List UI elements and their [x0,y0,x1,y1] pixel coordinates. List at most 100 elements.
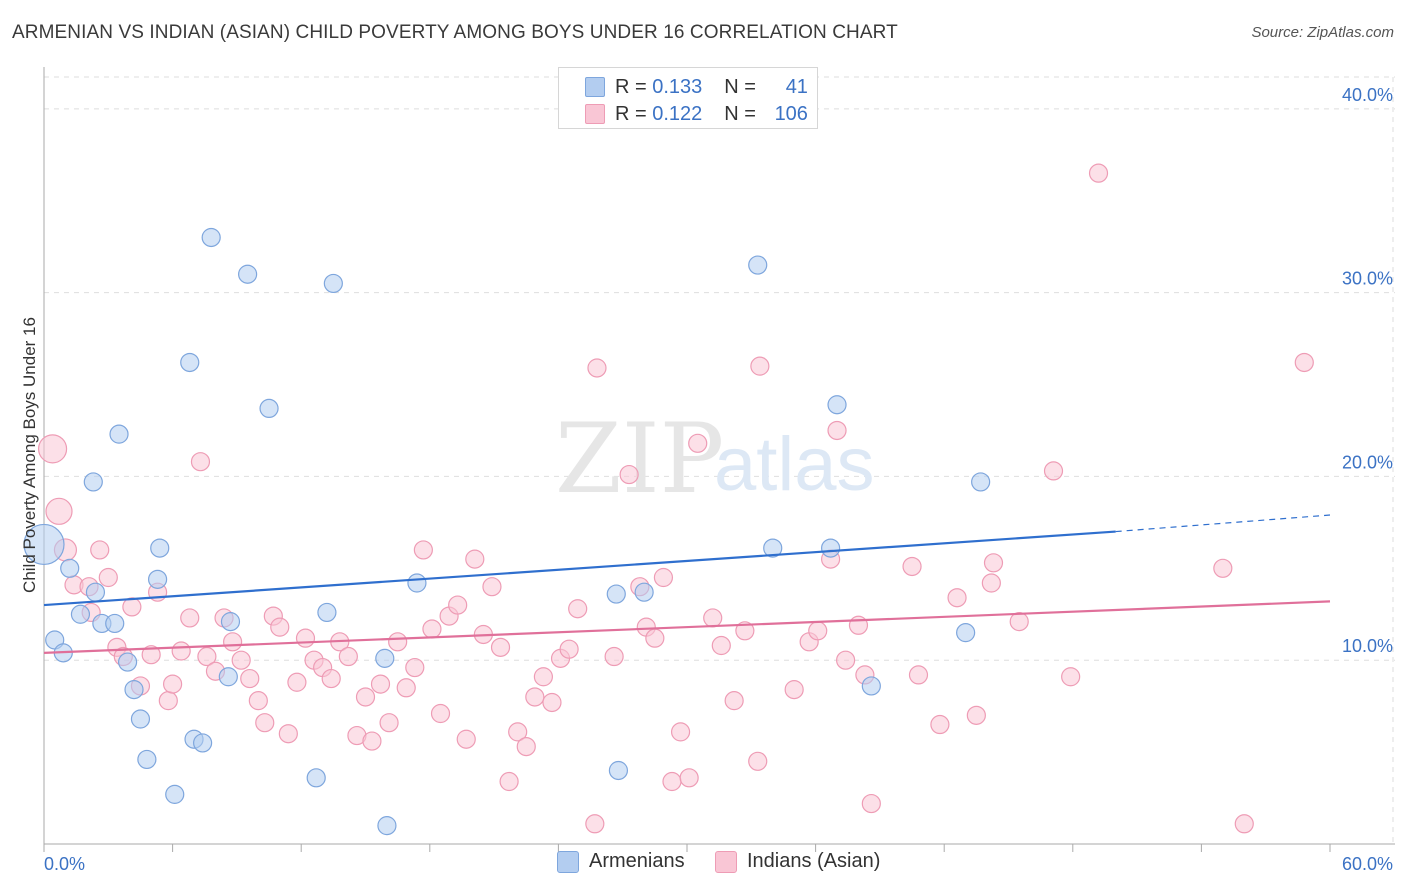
armenians-point [606,584,626,604]
indians-asian-point [902,556,922,577]
indians-asian-point [223,632,243,652]
legend-swatch-indians [585,104,605,124]
indians-asian-point [490,637,511,657]
armenians-point [105,613,125,634]
indians-asian-point [784,680,804,700]
indians-asian-point [688,433,708,453]
indians-asian-point [568,599,588,619]
indians-asian-point [255,713,275,733]
indians-asian-point [122,597,142,617]
armenians-point [130,709,151,729]
indians-asian-point [585,814,605,834]
indians-asian-point [287,672,307,692]
indians-asian-point [180,608,200,628]
indians-asian-point [703,608,723,628]
armenians-point [218,667,238,687]
grid-lines [44,76,1395,844]
indians-asian-point [396,678,416,698]
legend-swatch-armenians [557,850,579,873]
y-axis-label: Child Poverty Among Boys Under 16 [20,317,39,593]
indians-asian-point [90,540,110,560]
x-tick-label: 60.0% [1342,854,1393,874]
indians-asian-point [653,567,674,588]
indians-asian-point [278,724,298,744]
indians-asian-point [248,691,268,711]
indians-asian-point [748,751,768,771]
source-label: Source: ZipAtlas.com [1251,24,1394,41]
watermark-atlas: atlas [714,422,875,507]
indians-asian-trend-line [43,600,1331,654]
indians-asian-point [619,464,639,485]
indians-asian-point [379,713,399,733]
legend-swatch-indians [715,850,737,873]
legend-r-value: 0.122 [652,102,703,125]
armenians-point [150,538,170,558]
indians-asian-point [808,621,828,641]
y-tick-label: 30.0% [1342,269,1393,289]
armenians-point [220,612,241,632]
tick-labels: 10.0% 20.0% 30.0% 40.0% 0.0% 60.0% [44,85,1393,874]
armenians-point [306,768,326,788]
armenians-point [634,582,654,602]
indians-asian-point [559,639,579,659]
indians-asian-point [405,657,425,678]
armenians-point [137,749,157,770]
armenians-point [827,395,847,415]
armenians-point [70,604,91,624]
armenians-point [147,569,168,589]
x-tick-label: 0.0% [44,854,85,874]
indians-asian-point [724,691,744,711]
indians-asian-point [240,668,260,689]
series-legend: Armenians Indians (Asian) [0,850,1406,880]
legend-swatch-armenians [585,77,605,97]
legend-label-indians: Indians (Asian) [747,850,881,872]
indians-asian-point [947,588,967,608]
armenians-point [124,680,144,700]
indians-asian-point [645,628,665,648]
indians-asian-point [197,646,217,667]
armenians-point [407,573,427,593]
indians-asian-point [422,619,442,639]
indians-asian-point [587,358,607,378]
armenians-point [861,676,881,696]
armenians-point [238,264,258,284]
legend-item-armenians: Armenians [557,850,685,873]
y-tick-label: 40.0% [1342,85,1393,105]
indians-asian-point [836,650,856,670]
indians-asian-point [295,628,316,648]
armenians-point [375,648,395,668]
correlation-legend: R = 0.133 N = 41 R = 0.122 N = 106 [558,67,818,129]
armenians-point [117,652,138,672]
indians-asian-point [355,687,376,707]
indians-asian-point [930,714,950,735]
indians-asian-point [158,691,178,711]
indians-asian-point [1043,461,1064,481]
indians-asian-point [533,667,553,687]
indians-asian-point [448,595,468,615]
indians-asian-point [516,736,536,757]
armenians-point [323,273,343,294]
armenians-point [165,784,185,804]
armenians-point [180,352,200,373]
chart-title: ARMENIAN VS INDIAN (ASIAN) CHILD POVERTY… [12,22,898,43]
armenians-point [60,558,80,578]
armenians-point [259,398,279,419]
indians-asian-point [750,356,770,376]
indians-asian-point [604,646,624,667]
indians-asian-point [542,692,562,713]
indians-asian-point [362,731,382,751]
indians-asian-point [37,434,68,464]
indians-asian-point [190,452,211,472]
indians-asian-point [430,703,451,724]
indians-asian-point [981,573,1001,593]
indians-asian-point [231,650,251,670]
indians-asian-point [338,646,358,667]
armenians-point [23,523,65,566]
indians-asian-point [966,705,986,725]
legend-r-label: R = [615,75,647,98]
armenians-point [317,602,337,623]
legend-row-indians: R = 0.122 N = 106 [585,101,808,127]
indians-asian-point [1088,163,1109,183]
armenians-point [821,538,841,558]
